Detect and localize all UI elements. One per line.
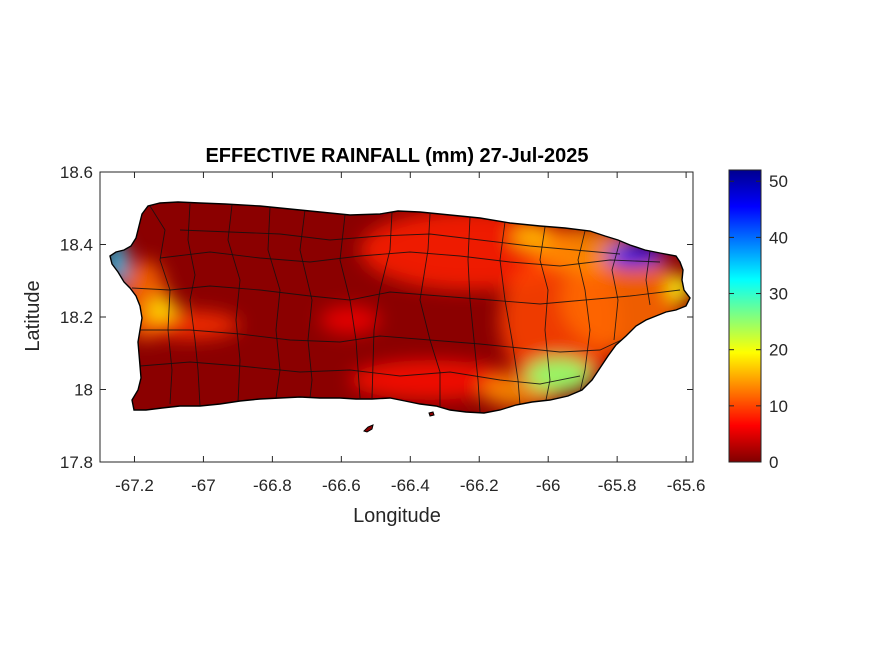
municipality-boundary — [299, 209, 313, 399]
y-tick-label: 18.2 — [60, 308, 93, 327]
x-tick-label: -66.8 — [253, 476, 292, 495]
colorbar-tick-label: 40 — [769, 228, 788, 247]
rainfall-patch — [350, 360, 510, 400]
x-axis-label: Longitude — [353, 505, 441, 527]
x-tick-label: -66.6 — [322, 476, 361, 495]
rainfall-hotspot — [510, 225, 551, 250]
municipality-boundary — [499, 221, 521, 406]
y-tick-label: 18.6 — [60, 163, 93, 182]
x-tick-label: -66.4 — [391, 476, 430, 495]
x-axis-ticks: -67.2 -67 -66.8 -66.6 -66.4 -66.2 -66 -65.8 -65.… — [115, 172, 705, 495]
chart-title: EFFECTIVE RAINFALL (mm) 27-Jul-2025 — [205, 145, 588, 167]
municipality-boundary — [371, 211, 393, 399]
vieques-islet — [363, 424, 374, 433]
rainfall-patch — [320, 306, 380, 334]
colorbar-tick-label: 20 — [769, 341, 788, 360]
municipality-boundary — [467, 216, 481, 413]
municipality-boundaries — [131, 203, 681, 413]
x-tick-label: -67.2 — [115, 476, 154, 495]
municipality-boundary — [577, 230, 591, 393]
colorbar-tick-label: 10 — [769, 397, 788, 416]
colorbar-tick-label: 50 — [769, 172, 788, 191]
y-tick-label: 18 — [74, 381, 93, 400]
municipality-boundary — [179, 229, 621, 255]
colorbar-gradient — [728, 169, 762, 463]
municipality-boundary — [159, 251, 661, 267]
municipality-boundary — [539, 226, 551, 401]
y-tick-label: 17.8 — [60, 453, 93, 472]
x-tick-label: -66 — [536, 476, 561, 495]
municipality-boundary — [187, 203, 201, 407]
municipality-boundary — [611, 240, 621, 341]
y-axis-ticks: 18.6 18.4 18.2 18 17.8 — [60, 163, 693, 472]
colorbar: 0 10 20 30 40 50 — [728, 169, 788, 472]
municipality-boundary — [139, 361, 581, 385]
municipality-boundary — [645, 250, 651, 306]
municipality-boundary — [131, 285, 681, 305]
y-tick-label: 18.4 — [60, 236, 93, 255]
municipality-boundary — [227, 204, 241, 403]
caja-de-muertos-islet — [428, 411, 435, 417]
x-tick-label: -65.6 — [667, 476, 706, 495]
x-tick-label: -65.8 — [598, 476, 637, 495]
municipality-boundary — [267, 206, 281, 399]
colorbar-tick-label: 30 — [769, 285, 788, 304]
colorbar-ticks: 0 10 20 30 40 50 — [729, 172, 788, 472]
y-axis-label: Latitude — [22, 280, 44, 351]
municipality-boundary — [140, 329, 631, 353]
x-tick-label: -66.2 — [460, 476, 499, 495]
x-tick-label: -67 — [191, 476, 216, 495]
municipality-boundary — [419, 213, 441, 406]
island-coastline — [109, 201, 691, 414]
rainfall-hotspot — [524, 357, 593, 393]
rainfall-hotspot — [146, 297, 179, 322]
colorbar-tick-label: 0 — [769, 453, 778, 472]
